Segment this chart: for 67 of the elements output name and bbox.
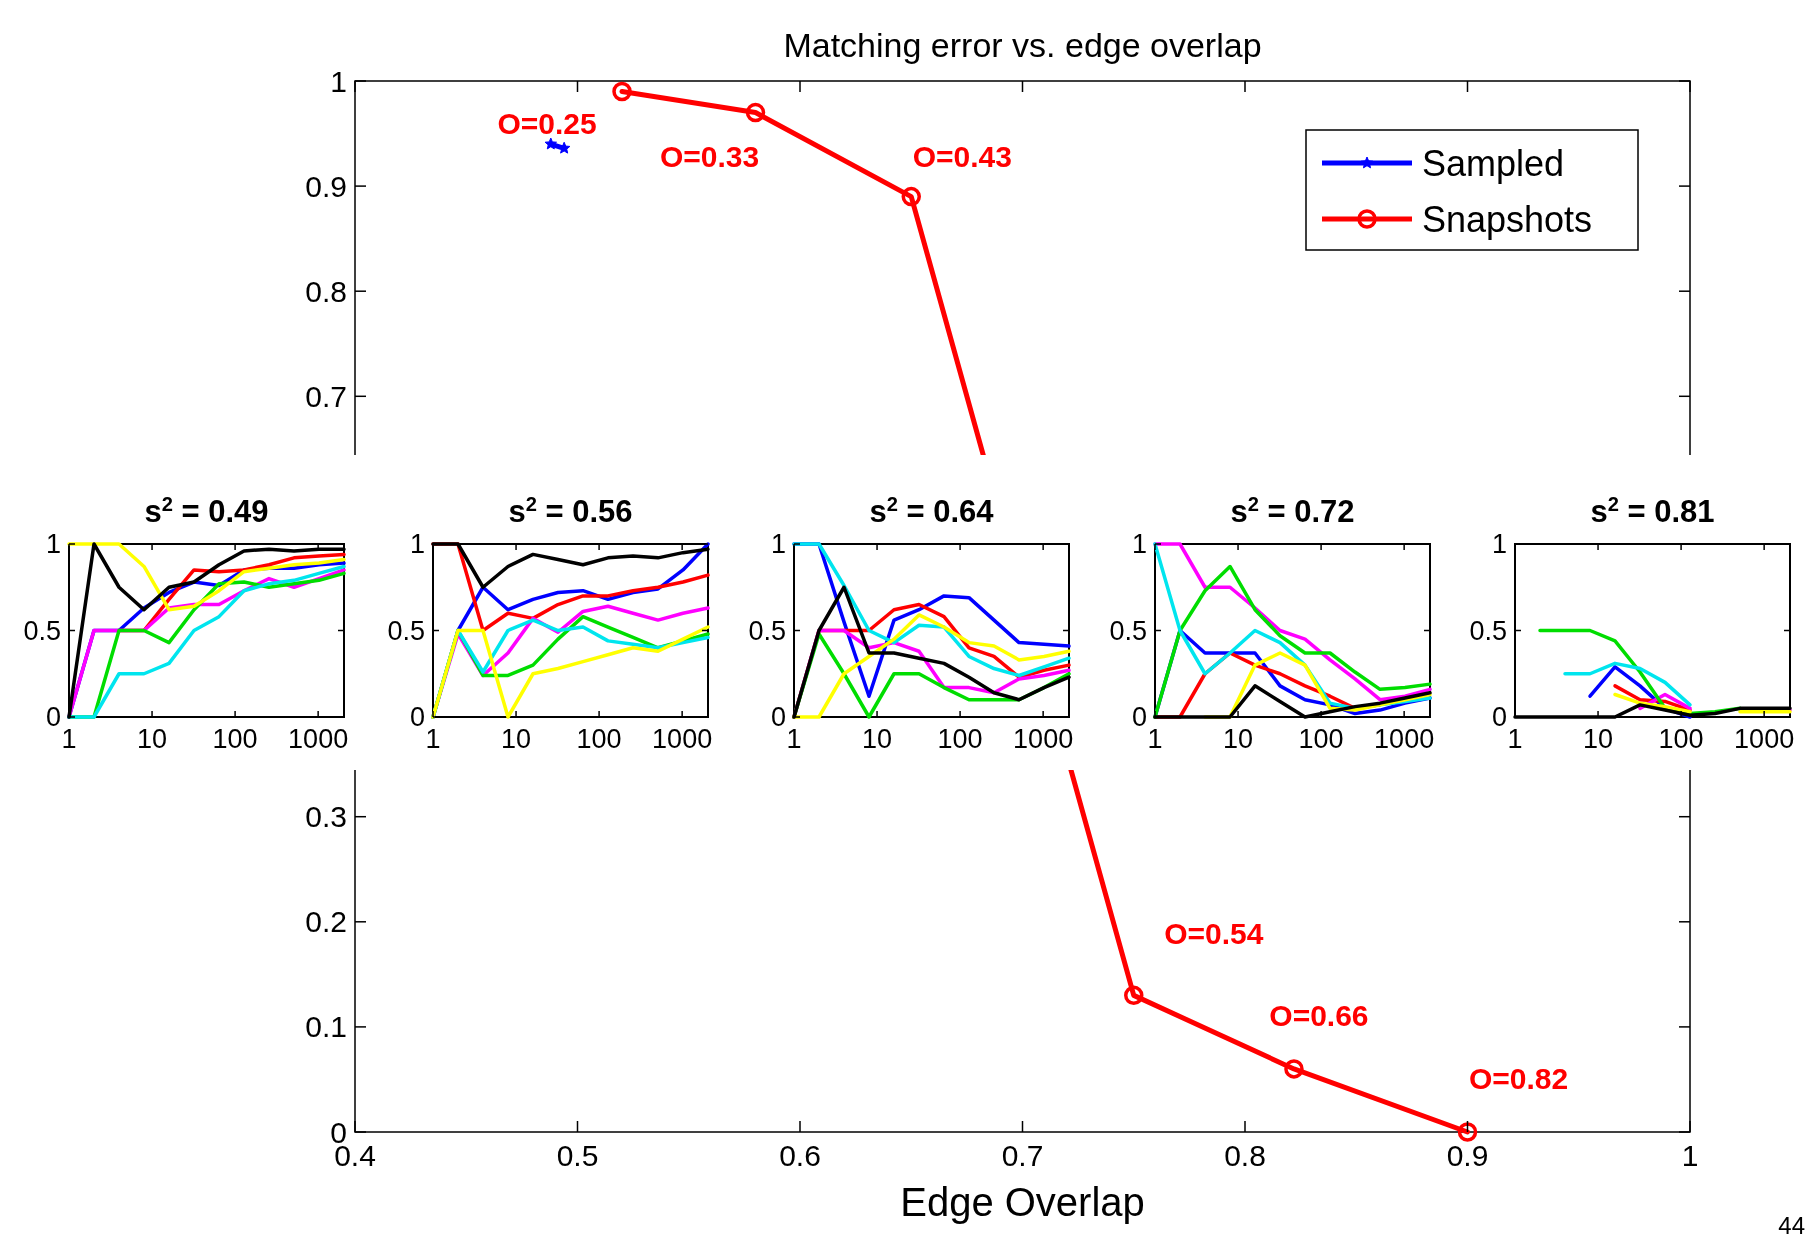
y-tick-label: 0 bbox=[1131, 702, 1147, 733]
x-tick-label: 10 bbox=[1583, 724, 1614, 754]
y-tick-label: 0.5 bbox=[23, 615, 61, 646]
y-tick-label: 1 bbox=[409, 529, 425, 560]
chart-title: s$^{2}$ = 0.72 bbox=[1230, 493, 1355, 529]
point bbox=[1284, 1059, 1304, 1079]
x-tick-label: 100 bbox=[1658, 724, 1704, 754]
point bbox=[1457, 1122, 1478, 1142]
y-tick-label: 0.5 bbox=[748, 615, 786, 646]
y-tick-label: 1 bbox=[330, 64, 347, 98]
legend-label: Sampled bbox=[1422, 142, 1565, 184]
x-axis-title: Edge Overlap bbox=[900, 1180, 1145, 1224]
point bbox=[1124, 985, 1144, 1006]
x-tick-label: 100 bbox=[937, 724, 983, 754]
y-tick-label: 0.5 bbox=[1469, 615, 1507, 646]
chart-title: s$^{2}$ = 0.64 bbox=[869, 493, 995, 529]
line-series bbox=[67, 542, 346, 612]
annotation: O=0.25 bbox=[497, 107, 597, 141]
legend-label: Snapshots bbox=[1422, 198, 1593, 240]
x-tick-label: 0.8 bbox=[1224, 1139, 1266, 1172]
x-tick-label: 1000 bbox=[1013, 724, 1074, 754]
y-tick-label: 1 bbox=[1491, 529, 1507, 560]
y-tick-label: 0.2 bbox=[305, 905, 347, 939]
point bbox=[612, 81, 632, 102]
y-tick-label: 0.5 bbox=[1109, 615, 1147, 646]
y-tick-label: 0.1 bbox=[305, 1010, 347, 1044]
point bbox=[901, 186, 921, 207]
chart-title: s$^{2}$ = 0.49 bbox=[144, 493, 269, 529]
chart-title: s$^{2}$ = 0.81 bbox=[1590, 493, 1715, 529]
y-tick-label: 0 bbox=[409, 702, 425, 733]
y-tick-label: 0.8 bbox=[305, 274, 347, 308]
annotation: O=0.54 bbox=[1164, 916, 1264, 950]
chart-title: s$^{2}$ = 0.56 bbox=[508, 493, 633, 529]
x-tick-label: 1000 bbox=[1374, 724, 1435, 754]
x-tick-label: 10 bbox=[862, 724, 893, 754]
x-tick-label: 100 bbox=[576, 724, 622, 754]
point bbox=[745, 102, 766, 123]
x-tick-label: 10 bbox=[1223, 724, 1254, 754]
text: 44 bbox=[1778, 1212, 1805, 1239]
chart-title: Matching error vs. edge overlap bbox=[783, 26, 1262, 64]
x-tick-label: 1 bbox=[1681, 1139, 1699, 1172]
x-tick-label: 100 bbox=[212, 724, 258, 754]
point bbox=[544, 137, 558, 150]
y-tick-label: 0.5 bbox=[387, 615, 425, 646]
x-tick-label: 10 bbox=[501, 724, 532, 754]
y-tick-label: 0 bbox=[45, 702, 61, 733]
x-tick-label: 10 bbox=[137, 724, 168, 754]
x-tick-label: 1000 bbox=[652, 724, 713, 754]
x-tick-label: 0.5 bbox=[556, 1139, 599, 1172]
x-tick-label: 1000 bbox=[288, 724, 349, 754]
y-tick-label: 0.3 bbox=[305, 800, 347, 834]
y-tick-label: 1 bbox=[770, 529, 786, 560]
y-tick-label: 1 bbox=[45, 529, 61, 560]
annotation: O=0.82 bbox=[1468, 1061, 1569, 1095]
x-tick-label: 0.6 bbox=[779, 1139, 821, 1172]
y-tick-label: 0.9 bbox=[305, 169, 347, 203]
y-tick-label: 0 bbox=[770, 702, 786, 733]
x-tick-label: 0.7 bbox=[1001, 1139, 1044, 1172]
annotation: O=0.33 bbox=[659, 140, 760, 174]
x-tick-label: 100 bbox=[1298, 724, 1344, 754]
y-tick-label: 0 bbox=[1491, 702, 1507, 733]
x-tick-label: 1000 bbox=[1734, 724, 1795, 754]
annotation: O=0.66 bbox=[1269, 999, 1369, 1033]
annotation: O=0.43 bbox=[912, 140, 1012, 174]
y-tick-label: 1 bbox=[1131, 529, 1147, 560]
line-series bbox=[1563, 661, 1692, 707]
y-tick-label: 0.7 bbox=[305, 379, 347, 413]
